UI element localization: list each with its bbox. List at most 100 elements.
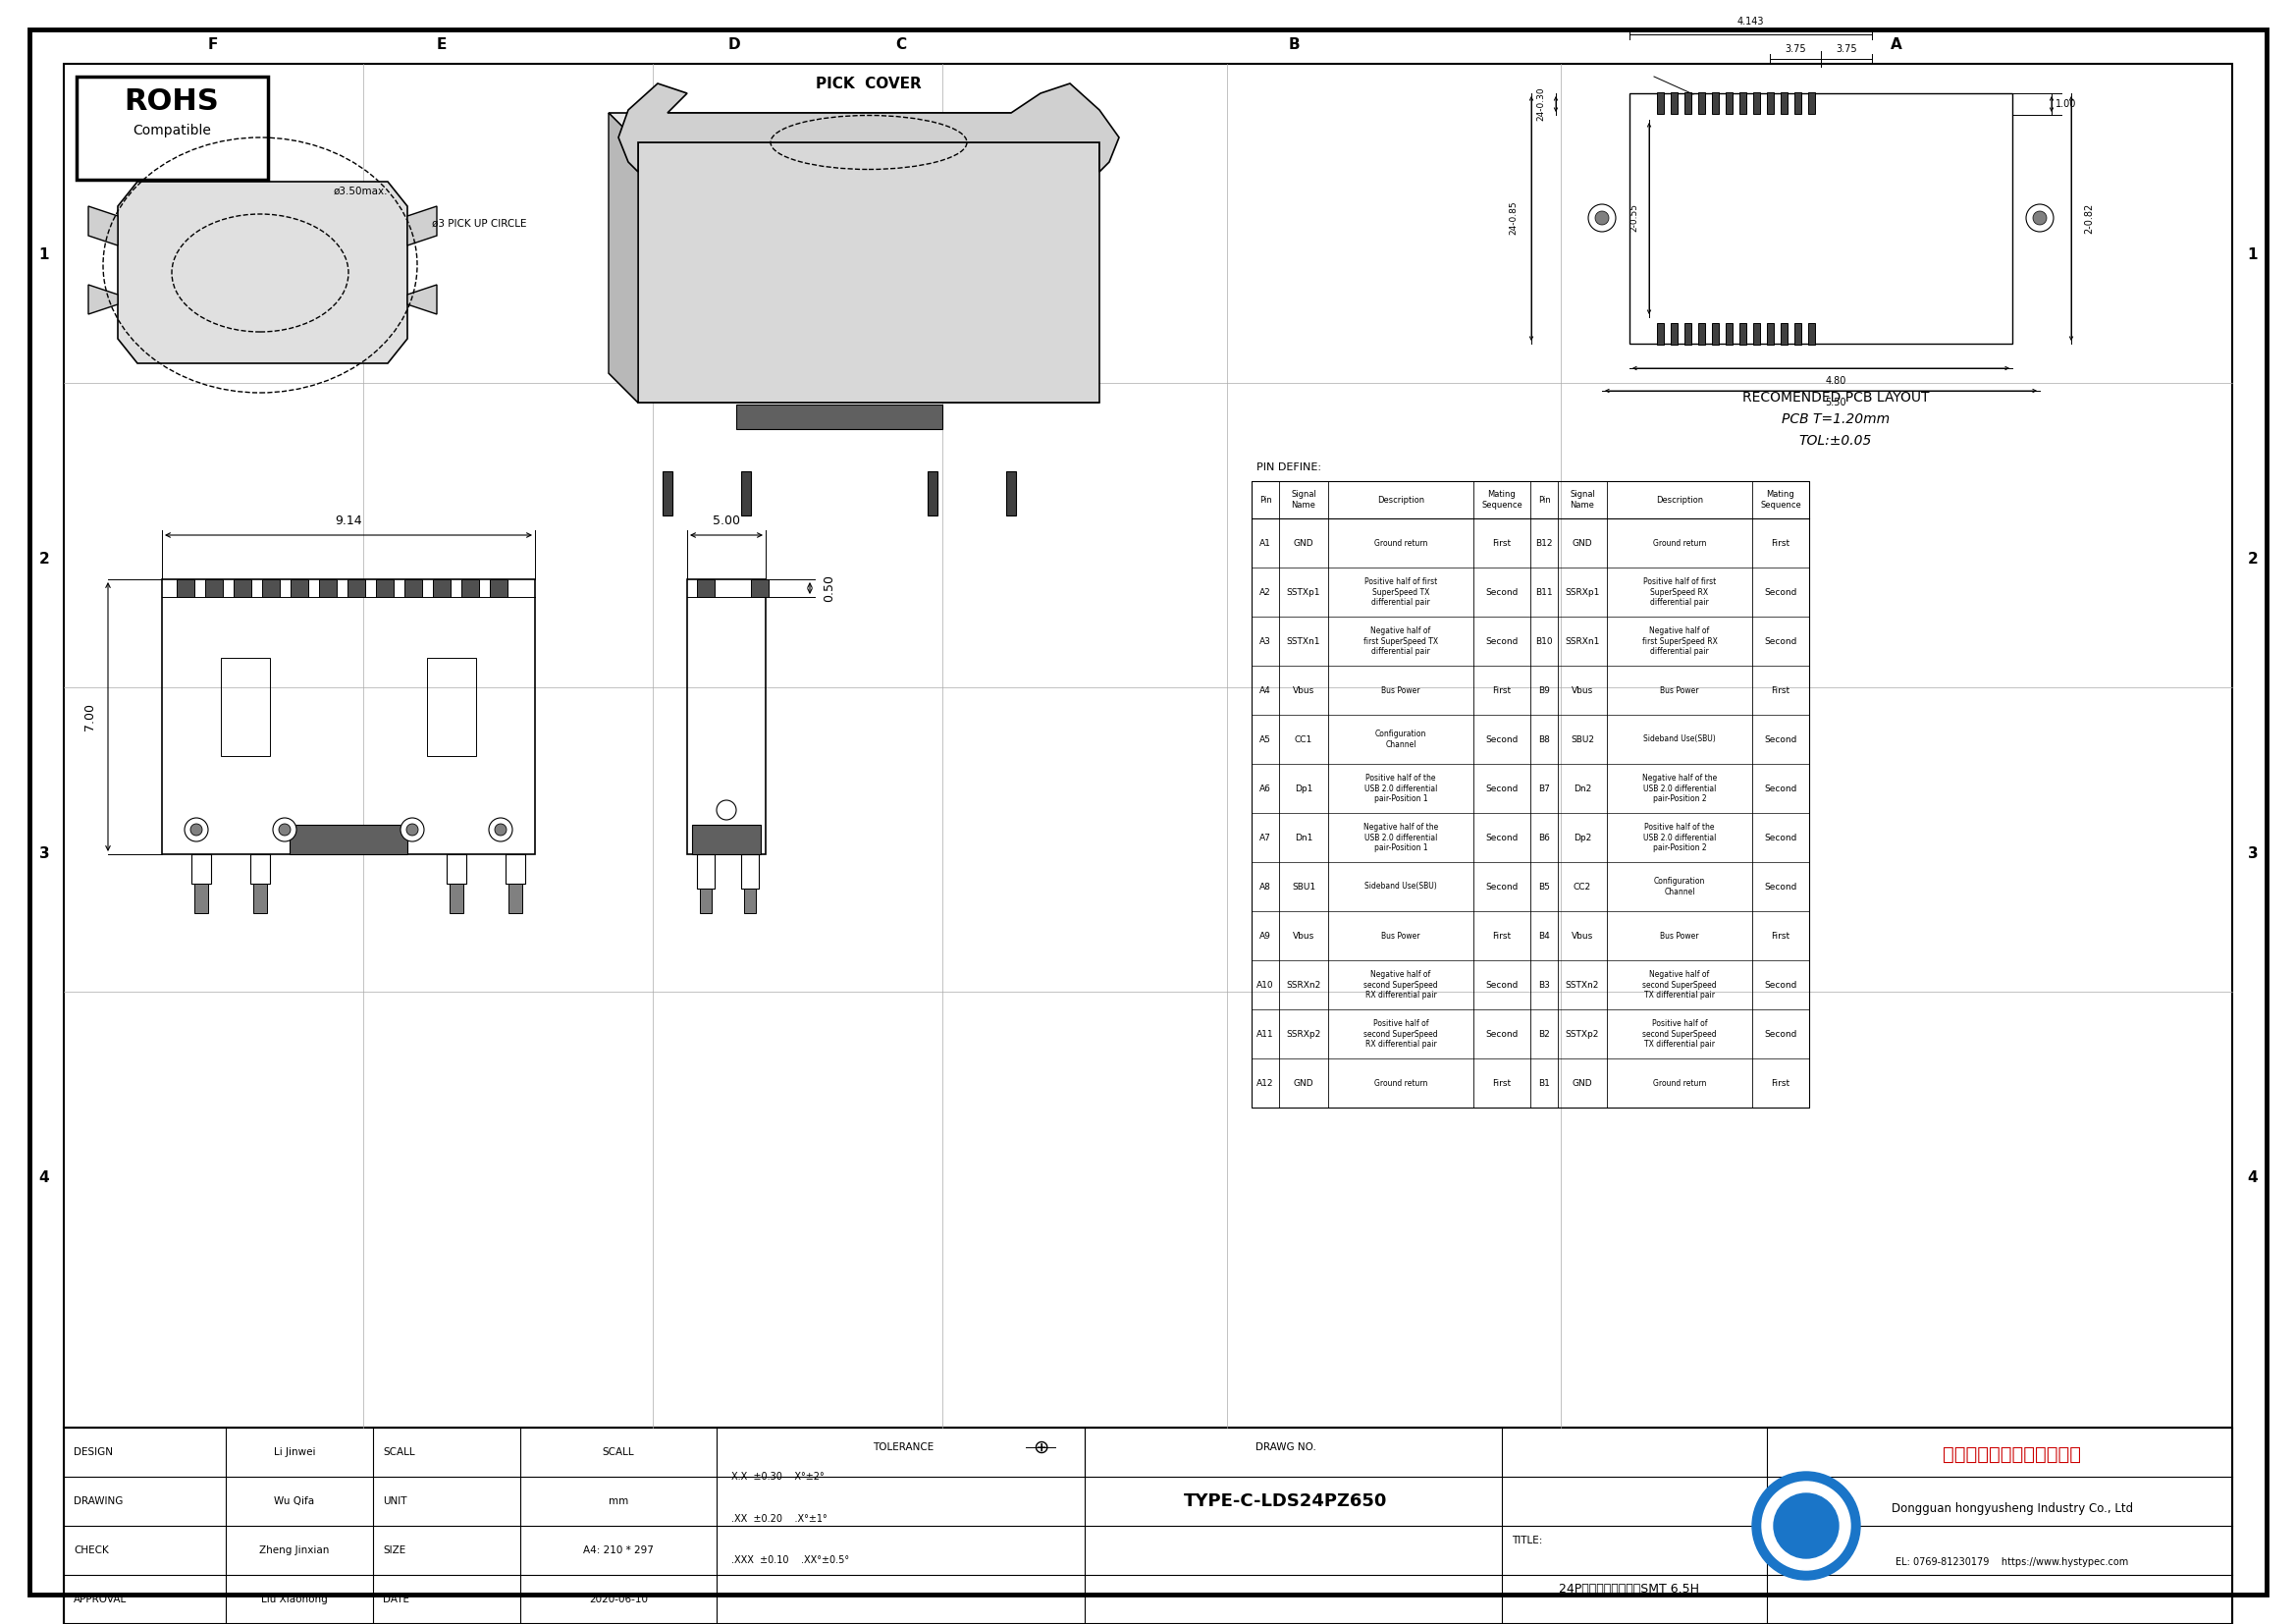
Text: Dongguan hongyusheng Industry Co., Ltd: Dongguan hongyusheng Industry Co., Ltd <box>1892 1502 2133 1515</box>
Text: B7: B7 <box>1538 784 1550 793</box>
Text: Dp1: Dp1 <box>1295 784 1313 793</box>
Text: Second: Second <box>1486 637 1518 646</box>
Bar <box>1782 93 1789 114</box>
Text: Configuration
Channel: Configuration Channel <box>1653 877 1706 896</box>
Bar <box>234 580 250 598</box>
Text: A: A <box>1890 37 1903 52</box>
Text: B5: B5 <box>1538 882 1550 892</box>
Text: First: First <box>1492 539 1511 547</box>
Text: First: First <box>1770 1078 1791 1088</box>
Text: GND: GND <box>1293 539 1313 547</box>
Text: 2: 2 <box>39 552 51 567</box>
Text: B11: B11 <box>1536 588 1552 596</box>
Text: GND: GND <box>1573 539 1593 547</box>
Text: Positive half of first
SuperSpeed RX
differential pair: Positive half of first SuperSpeed RX dif… <box>1644 578 1715 607</box>
Text: B4: B4 <box>1538 931 1550 940</box>
Text: 4.80: 4.80 <box>1825 377 1846 387</box>
Text: SSRXn1: SSRXn1 <box>1566 637 1600 646</box>
Circle shape <box>406 823 418 836</box>
Text: A1: A1 <box>1261 539 1272 547</box>
Bar <box>1658 93 1665 114</box>
Text: C: C <box>895 37 907 52</box>
Text: A7: A7 <box>1261 833 1272 841</box>
Bar <box>687 580 765 854</box>
Bar <box>698 854 714 888</box>
Bar <box>505 854 526 883</box>
Text: CHECK: CHECK <box>73 1546 108 1556</box>
Bar <box>1713 93 1720 114</box>
Text: Second: Second <box>1763 637 1798 646</box>
Text: 4: 4 <box>39 1171 51 1186</box>
Bar <box>742 854 758 888</box>
Text: GND: GND <box>1293 1078 1313 1088</box>
Bar <box>289 825 406 854</box>
Bar <box>700 888 712 913</box>
Circle shape <box>489 818 512 841</box>
Text: Ground return: Ground return <box>1373 539 1428 547</box>
Bar <box>1671 323 1678 344</box>
Bar <box>737 404 941 429</box>
Text: A2: A2 <box>1261 588 1272 596</box>
Text: TOL:±0.05: TOL:±0.05 <box>1800 434 1871 448</box>
Bar <box>1740 93 1747 114</box>
Circle shape <box>184 818 209 841</box>
Bar <box>1685 323 1692 344</box>
Text: B10: B10 <box>1536 637 1552 646</box>
Text: Sideband Use(SBU): Sideband Use(SBU) <box>1644 736 1715 744</box>
Bar <box>751 580 769 598</box>
Text: ø3 PICK UP CIRCLE: ø3 PICK UP CIRCLE <box>432 219 526 229</box>
Text: SSRXp2: SSRXp2 <box>1286 1030 1320 1038</box>
Text: Bus Power: Bus Power <box>1382 931 1421 940</box>
Bar <box>1727 93 1733 114</box>
Text: DESIGN: DESIGN <box>73 1447 113 1457</box>
Text: Bus Power: Bus Power <box>1382 685 1421 695</box>
Text: B3: B3 <box>1538 981 1550 989</box>
Text: TITLE:: TITLE: <box>1511 1536 1543 1546</box>
Text: B9: B9 <box>1538 685 1550 695</box>
Text: Vbus: Vbus <box>1293 685 1316 695</box>
Polygon shape <box>87 206 117 245</box>
Circle shape <box>1596 211 1609 224</box>
Text: Vbus: Vbus <box>1570 931 1593 940</box>
Text: .XXX  ±0.10    .XX°±0.5°: .XXX ±0.10 .XX°±0.5° <box>732 1556 850 1566</box>
Text: B2: B2 <box>1538 1030 1550 1038</box>
Bar <box>1809 93 1816 114</box>
Text: Compatible: Compatible <box>133 123 211 138</box>
Bar <box>1782 323 1789 344</box>
Bar <box>507 883 521 913</box>
Text: A6: A6 <box>1261 784 1272 793</box>
Bar <box>489 580 507 598</box>
Text: RECOMENDED PCB LAYOUT: RECOMENDED PCB LAYOUT <box>1743 391 1929 404</box>
Bar <box>1630 93 2011 344</box>
Text: Mating
Sequence: Mating Sequence <box>1761 490 1800 510</box>
Circle shape <box>494 823 507 836</box>
Text: Second: Second <box>1763 736 1798 744</box>
Text: SSTXp1: SSTXp1 <box>1286 588 1320 596</box>
Text: 7.00: 7.00 <box>85 703 96 731</box>
Text: A12: A12 <box>1256 1078 1274 1088</box>
Text: Negative half of the
USB 2.0 differential
pair-Position 1: Negative half of the USB 2.0 differentia… <box>1364 823 1437 853</box>
Bar <box>76 76 269 180</box>
Text: Signal
Name: Signal Name <box>1290 490 1316 510</box>
Text: Description: Description <box>1655 495 1704 503</box>
Text: Second: Second <box>1486 588 1518 596</box>
Bar <box>1740 323 1747 344</box>
Text: 5.00: 5.00 <box>712 515 739 528</box>
Polygon shape <box>406 284 436 313</box>
Text: UNIT: UNIT <box>383 1496 406 1505</box>
Circle shape <box>191 823 202 836</box>
Text: B12: B12 <box>1536 539 1552 547</box>
Polygon shape <box>742 471 751 515</box>
Circle shape <box>273 818 296 841</box>
Bar <box>1658 323 1665 344</box>
Text: Second: Second <box>1486 784 1518 793</box>
Text: 4: 4 <box>2248 1171 2257 1186</box>
Text: CC1: CC1 <box>1295 736 1313 744</box>
Text: 0.50: 0.50 <box>822 575 836 603</box>
Text: Zheng Jinxian: Zheng Jinxian <box>259 1546 331 1556</box>
Bar <box>1754 93 1761 114</box>
Text: 9.14: 9.14 <box>335 515 363 528</box>
Text: A9: A9 <box>1261 931 1272 940</box>
Bar <box>691 825 760 854</box>
Text: 1: 1 <box>2248 248 2257 263</box>
